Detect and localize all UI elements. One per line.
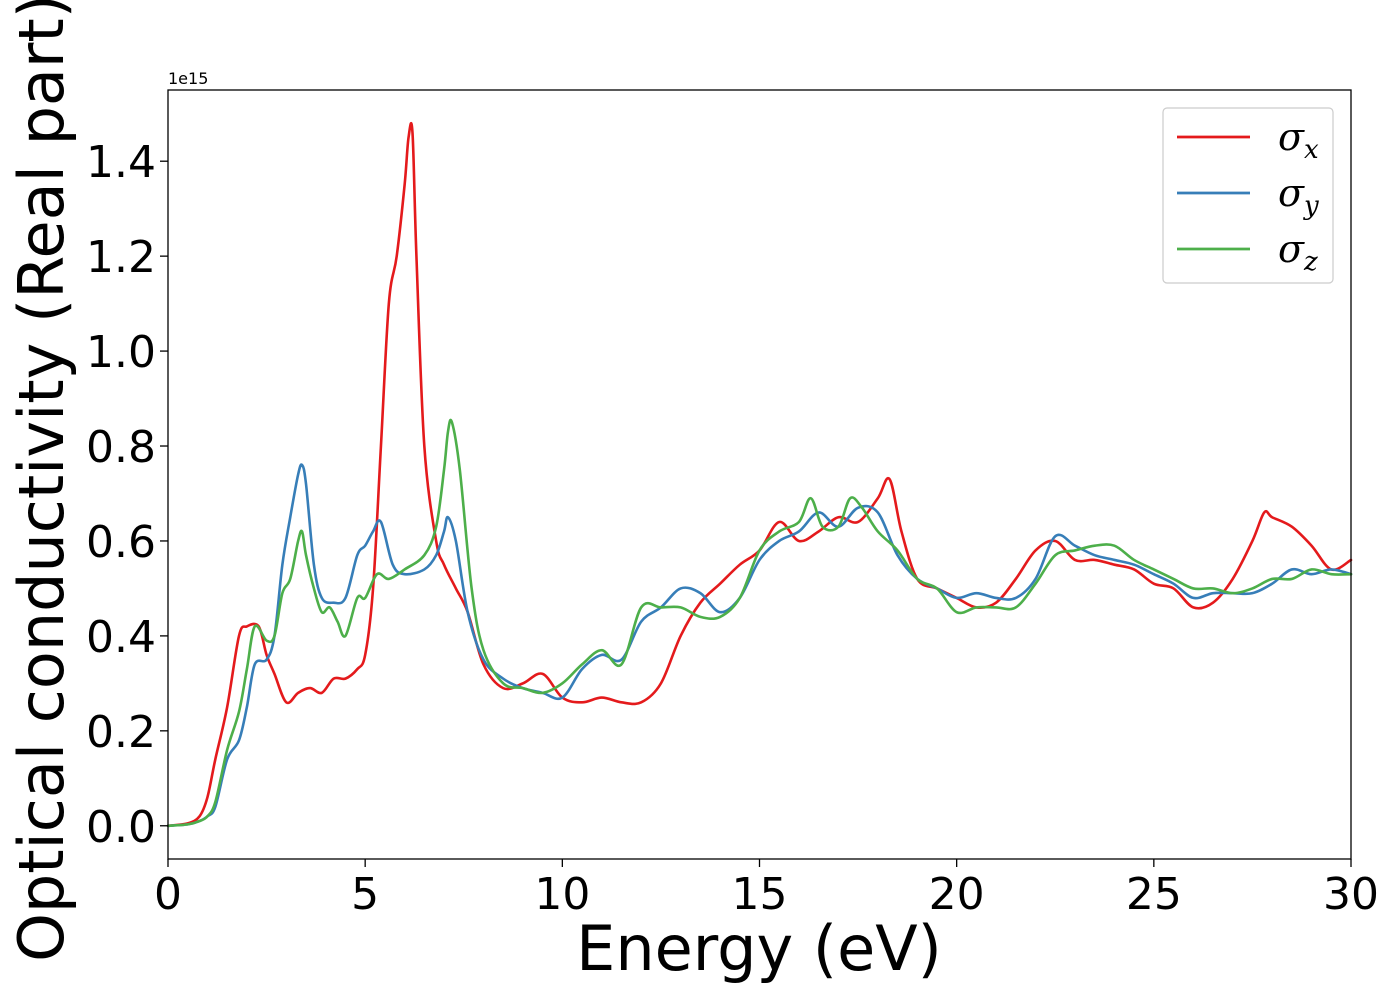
x-axis: 0 5 10 15 20 25 30 (154, 859, 1379, 920)
legend-label-z: σz (1278, 227, 1318, 277)
legend-frame (1162, 107, 1334, 284)
y-tick-label: 1.2 (86, 232, 156, 283)
plot-background (168, 90, 1351, 859)
series-line-x (166, 121, 1353, 828)
y-axis-label: Optical conductivity (Real part) (5, 0, 78, 962)
y-tick-label: 0.4 (86, 612, 156, 663)
y-tick-label: 0.0 (86, 802, 156, 853)
y-tick-label: 0.6 (86, 517, 156, 568)
x-axis-label: Energy (eV) (576, 912, 942, 985)
x-tick-label: 15 (732, 869, 788, 920)
y-tick-label: 1.0 (86, 327, 156, 378)
series-layer (166, 121, 1353, 828)
y-offset-label: 1e15 (168, 69, 208, 88)
y-tick-label: 1.4 (86, 137, 156, 188)
y-tick-label: 0.8 (86, 422, 156, 473)
x-tick-label: 20 (929, 869, 985, 920)
series-line-z (166, 418, 1353, 828)
y-tick-label: 0.2 (86, 707, 156, 758)
x-tick-label: 30 (1323, 869, 1379, 920)
x-tick-label: 5 (351, 869, 379, 920)
x-tick-label: 25 (1126, 869, 1182, 920)
series-line-y (166, 463, 1353, 828)
x-tick-label: 0 (154, 869, 182, 920)
x-tick-label: 10 (534, 869, 590, 920)
y-axis: 0.0 0.2 0.4 0.6 0.8 1.0 1.2 1.4 (86, 137, 168, 853)
